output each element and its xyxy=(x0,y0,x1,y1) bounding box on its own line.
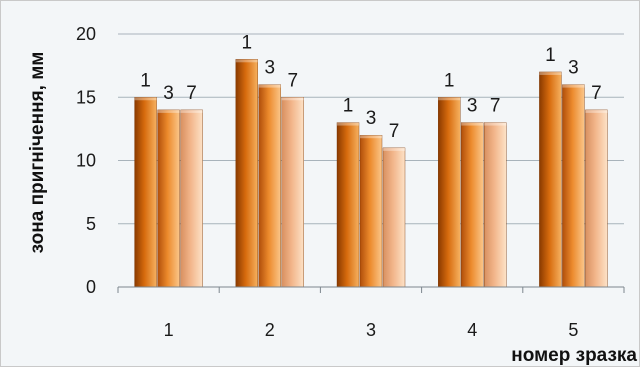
bar xyxy=(539,71,562,288)
bar-series-label: 1 xyxy=(343,96,354,117)
x-tick-label: 4 xyxy=(467,320,477,340)
bar xyxy=(359,134,383,288)
bar-series-label: 1 xyxy=(242,32,253,53)
bar-highlight xyxy=(337,122,359,126)
x-tick-label: 5 xyxy=(568,320,578,340)
bar-highlight xyxy=(235,59,258,63)
bar-series-label: 1 xyxy=(444,70,455,91)
bar-highlight xyxy=(134,97,157,101)
y-axis-ticks: 0 5 10 15 20 xyxy=(76,24,96,297)
bar-series-label: 1 xyxy=(545,45,556,66)
bar xyxy=(585,109,608,288)
bar xyxy=(157,109,180,288)
y-axis-title: зона пригнічення, мм xyxy=(27,52,48,254)
bar-highlight xyxy=(438,97,461,101)
bar-series-label: 1 xyxy=(140,70,151,91)
bar xyxy=(281,97,304,288)
bar xyxy=(562,84,585,288)
bar xyxy=(382,147,406,288)
bar xyxy=(461,122,484,288)
bar xyxy=(438,97,461,288)
bar-series-label: 3 xyxy=(265,58,276,79)
bar-series-label: 3 xyxy=(568,58,579,79)
bar-highlight xyxy=(539,71,562,75)
y-tick-label: 0 xyxy=(86,277,96,297)
bar xyxy=(134,97,157,288)
bar-series-label: 7 xyxy=(186,83,197,104)
bar-highlight xyxy=(562,84,585,88)
bar xyxy=(180,109,203,288)
bar-highlight xyxy=(360,135,382,139)
x-axis-ticks: 1 2 3 4 5 xyxy=(117,287,625,340)
bar-highlight xyxy=(281,97,304,101)
bar xyxy=(235,59,259,288)
bar-series-label: 7 xyxy=(591,83,602,104)
y-tick-label: 20 xyxy=(76,24,96,44)
bar-highlight xyxy=(484,122,507,126)
bar-highlight xyxy=(585,109,608,113)
bar-series-label: 3 xyxy=(366,108,377,129)
bar-series-label: 3 xyxy=(163,83,174,104)
x-tick-label: 3 xyxy=(366,320,376,340)
bar-highlight xyxy=(157,109,180,113)
bar-highlight xyxy=(461,122,484,126)
bar-highlight xyxy=(180,109,203,113)
x-tick-label: 2 xyxy=(265,320,275,340)
bar-highlight xyxy=(258,84,281,88)
bar-series-label: 3 xyxy=(467,96,478,117)
bar-series-label: 7 xyxy=(490,96,501,117)
bar xyxy=(258,84,281,288)
bar xyxy=(484,122,507,288)
y-tick-label: 10 xyxy=(76,151,96,171)
y-tick-label: 5 xyxy=(86,214,96,234)
bars xyxy=(134,59,608,288)
bar xyxy=(336,122,360,288)
bar-series-label: 7 xyxy=(389,121,400,142)
x-axis-title: номер зразка xyxy=(511,345,637,366)
bar-series-label: 7 xyxy=(288,70,299,91)
bar-highlight xyxy=(383,147,405,151)
y-tick-label: 15 xyxy=(76,87,96,107)
x-tick-label: 1 xyxy=(164,320,174,340)
